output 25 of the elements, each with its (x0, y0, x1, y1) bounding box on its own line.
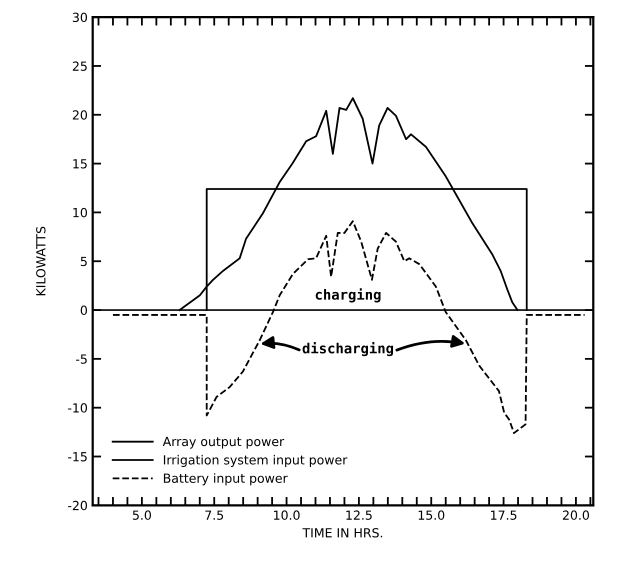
x-tick-label: 17.5 (491, 510, 516, 520)
y-tick-label: 0 (80, 306, 88, 315)
y-tick-label: 15 (73, 159, 87, 169)
y-tick-label: 5 (80, 256, 87, 266)
y-tick-label: -10 (68, 403, 88, 413)
y-tick-label: 20 (72, 110, 88, 120)
y-tick-label: -5 (76, 354, 87, 364)
x-axis-title: TIME IN HRS. (302, 528, 382, 538)
x-tick-label: 20.0 (562, 510, 590, 520)
y-tick-label: -20 (68, 500, 88, 510)
x-tick-label: 10.0 (274, 510, 300, 520)
y-axis-title: KILOWATTS (36, 226, 46, 296)
y-tick-label: 10 (73, 208, 88, 218)
x-tick-label: 5.0 (132, 510, 151, 520)
y-tick-label: -15 (68, 452, 87, 462)
legend-label: Array output power (162, 436, 284, 449)
x-tick-label: 12.5 (346, 510, 372, 520)
y-tick-label: 25 (72, 61, 87, 71)
legend-label: Irrigation system input power (164, 454, 348, 467)
legend-label: Battery input power (164, 473, 288, 486)
annotation: discharging (302, 342, 394, 356)
x-tick-label: 7.5 (205, 510, 224, 520)
x-tick-label: 15.0 (418, 510, 444, 520)
annotation: charging (316, 288, 381, 302)
y-tick-label: 30 (72, 12, 88, 22)
